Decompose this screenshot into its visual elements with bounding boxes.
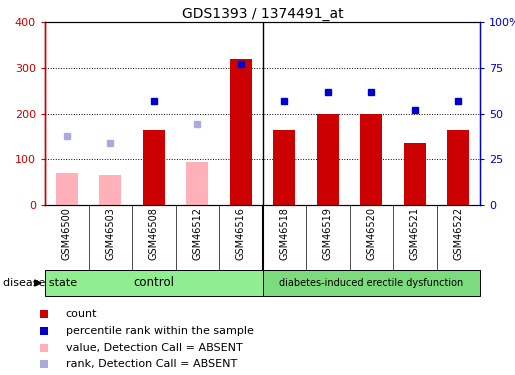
Text: GSM46522: GSM46522: [453, 207, 464, 260]
Bar: [360, 114, 382, 205]
Bar: [448, 129, 469, 205]
Text: GSM46519: GSM46519: [323, 207, 333, 260]
Text: disease state: disease state: [3, 278, 77, 288]
Text: diabetes-induced erectile dysfunction: diabetes-induced erectile dysfunction: [279, 278, 464, 288]
Bar: [404, 143, 425, 205]
Text: GSM46512: GSM46512: [192, 207, 202, 260]
Text: GSM46518: GSM46518: [279, 207, 289, 260]
Bar: [230, 58, 252, 205]
Text: GSM46521: GSM46521: [410, 207, 420, 260]
Bar: [45, 270, 263, 296]
Bar: [143, 129, 165, 205]
Text: rank, Detection Call = ABSENT: rank, Detection Call = ABSENT: [66, 359, 237, 369]
Bar: [317, 114, 339, 205]
Text: GSM46503: GSM46503: [105, 207, 115, 260]
Bar: [263, 270, 480, 296]
Title: GDS1393 / 1374491_at: GDS1393 / 1374491_at: [182, 7, 344, 21]
Text: count: count: [66, 309, 97, 320]
Text: value, Detection Call = ABSENT: value, Detection Call = ABSENT: [66, 343, 243, 353]
Text: GSM46516: GSM46516: [236, 207, 246, 260]
Text: GSM46508: GSM46508: [149, 207, 159, 260]
Bar: [99, 175, 121, 205]
Text: GSM46520: GSM46520: [366, 207, 376, 260]
Text: percentile rank within the sample: percentile rank within the sample: [66, 326, 254, 336]
Text: GSM46500: GSM46500: [62, 207, 72, 260]
Text: control: control: [133, 276, 174, 290]
Bar: [186, 162, 208, 205]
Bar: [56, 173, 78, 205]
Bar: [273, 129, 295, 205]
